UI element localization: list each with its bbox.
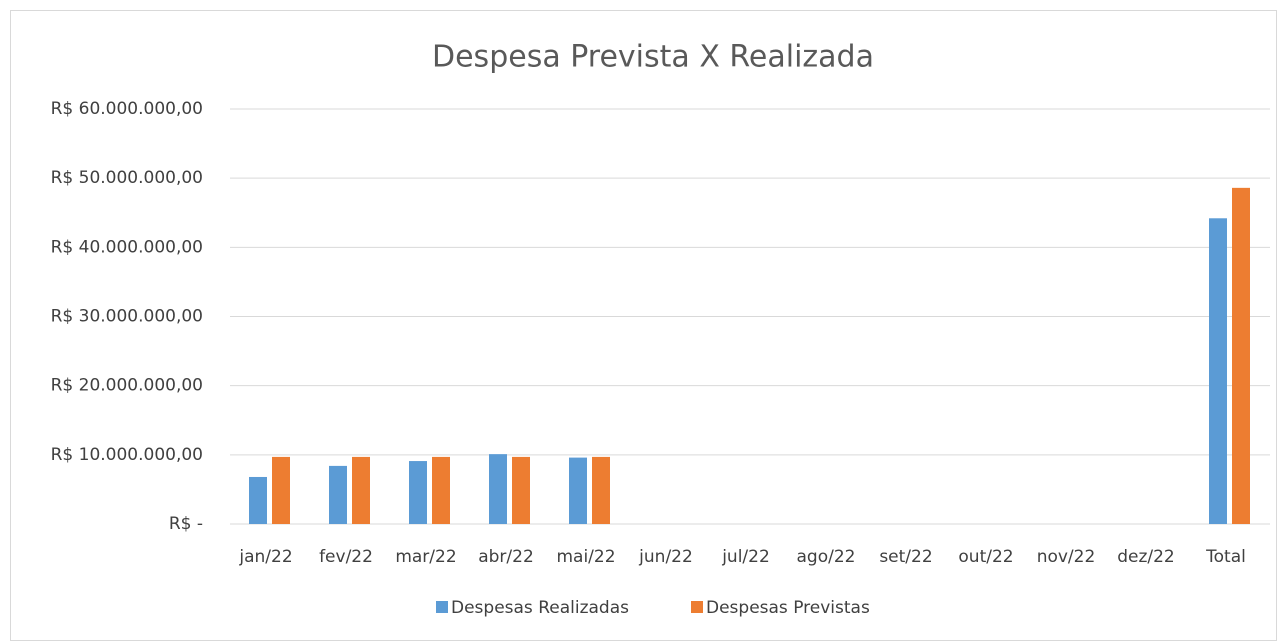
legend-swatch bbox=[436, 601, 448, 613]
y-tick-label: R$ 40.000.000,00 bbox=[51, 237, 203, 257]
x-tick-label: mar/22 bbox=[395, 547, 456, 567]
chart-border bbox=[10, 10, 1277, 641]
bar bbox=[512, 456, 530, 524]
y-tick-label: R$ 10.000.000,00 bbox=[51, 445, 203, 465]
bar bbox=[272, 456, 290, 524]
x-tick-label: fev/22 bbox=[319, 547, 373, 567]
y-tick-label: R$ 60.000.000,00 bbox=[51, 99, 203, 119]
bar bbox=[1232, 187, 1250, 524]
chart-title: Despesa Prevista X Realizada bbox=[432, 40, 874, 75]
x-tick-label: Total bbox=[1205, 547, 1246, 567]
y-tick-label: R$ 20.000.000,00 bbox=[51, 376, 203, 396]
x-tick-label: mai/22 bbox=[556, 547, 615, 567]
legend-label: Despesas Realizadas bbox=[451, 598, 629, 618]
x-tick-label: nov/22 bbox=[1037, 547, 1096, 567]
x-tick-label: jul/22 bbox=[721, 547, 770, 567]
x-tick-label: dez/22 bbox=[1117, 547, 1175, 567]
bar bbox=[1209, 218, 1227, 525]
x-tick-label: ago/22 bbox=[797, 547, 856, 567]
bar bbox=[249, 476, 267, 524]
legend-label: Despesas Previstas bbox=[706, 598, 870, 618]
bar bbox=[329, 465, 347, 524]
x-tick-label: jan/22 bbox=[238, 547, 292, 567]
bar bbox=[489, 454, 507, 524]
x-tick-label: abr/22 bbox=[478, 547, 534, 567]
y-tick-label: R$ - bbox=[169, 514, 203, 534]
bar bbox=[569, 457, 587, 524]
bar bbox=[592, 456, 610, 524]
bar bbox=[352, 456, 370, 524]
x-tick-label: jun/22 bbox=[638, 547, 693, 567]
x-tick-label: out/22 bbox=[958, 547, 1013, 567]
x-tick-label: set/22 bbox=[879, 547, 932, 567]
y-tick-label: R$ 30.000.000,00 bbox=[51, 307, 203, 327]
bar bbox=[409, 461, 427, 524]
y-tick-label: R$ 50.000.000,00 bbox=[51, 168, 203, 188]
bar bbox=[432, 456, 450, 524]
legend-swatch bbox=[691, 601, 703, 613]
